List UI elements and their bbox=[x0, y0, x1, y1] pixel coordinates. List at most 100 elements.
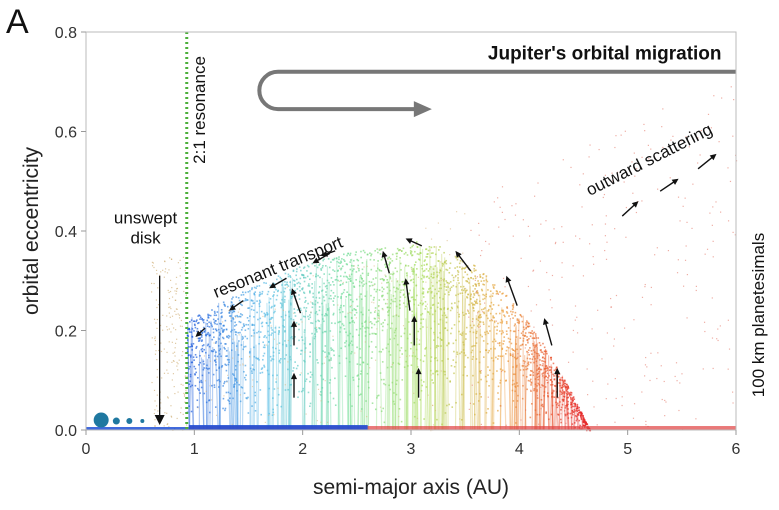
scatter-point bbox=[466, 374, 468, 377]
scatter-point bbox=[290, 344, 292, 347]
scatter-point bbox=[479, 276, 482, 278]
scatter-point bbox=[468, 312, 470, 314]
scatter-point bbox=[375, 346, 377, 348]
scatter-point bbox=[446, 377, 449, 380]
scatter-streak bbox=[521, 315, 524, 431]
scatter-point bbox=[512, 303, 515, 305]
scatter-point bbox=[199, 392, 201, 394]
scatter-point bbox=[266, 313, 269, 315]
scatter-point bbox=[420, 300, 423, 302]
scatter-point bbox=[160, 342, 162, 344]
scatter-point bbox=[378, 289, 381, 291]
scatter-point bbox=[433, 333, 435, 336]
scatter-point bbox=[407, 321, 410, 323]
scatter-point bbox=[411, 245, 413, 248]
scatter-point bbox=[272, 346, 274, 349]
scatter-point bbox=[278, 352, 281, 354]
scatter-point bbox=[475, 300, 478, 303]
scatter-point bbox=[576, 316, 578, 318]
scatter-point bbox=[485, 295, 487, 298]
scatter-point bbox=[611, 172, 613, 174]
scatter-point bbox=[232, 303, 235, 306]
scatter-point bbox=[368, 386, 370, 389]
scatter-point bbox=[508, 341, 511, 343]
scatter-point bbox=[382, 407, 385, 410]
scatter-point bbox=[210, 324, 213, 326]
scatter-point bbox=[480, 316, 482, 318]
scatter-point bbox=[495, 332, 498, 335]
scatter-point bbox=[266, 369, 269, 372]
scatter-point bbox=[211, 309, 213, 311]
scatter-point bbox=[493, 287, 495, 289]
scatter-point bbox=[218, 328, 220, 331]
scatter-point bbox=[328, 273, 331, 276]
scatter-streak bbox=[363, 290, 368, 431]
scatter-point bbox=[217, 345, 220, 347]
scatter-point bbox=[284, 329, 286, 332]
scatter-point bbox=[375, 277, 377, 279]
scatter-point bbox=[268, 387, 270, 390]
scatter-point bbox=[233, 384, 235, 386]
scatter-point bbox=[220, 323, 222, 325]
scatter-point bbox=[497, 392, 499, 394]
scatter-point bbox=[538, 366, 541, 369]
scatter-point bbox=[495, 312, 498, 315]
scatter-streak bbox=[524, 355, 527, 431]
scatter-point bbox=[378, 306, 380, 308]
scatter-point bbox=[266, 322, 268, 324]
scatter-point bbox=[511, 313, 513, 316]
scatter-point bbox=[315, 320, 317, 323]
scatter-point bbox=[613, 345, 615, 347]
scatter-point bbox=[656, 247, 658, 249]
scatter-point bbox=[364, 341, 366, 343]
scatter-point bbox=[429, 290, 431, 293]
scatter-point bbox=[346, 263, 349, 266]
scatter-point bbox=[214, 355, 216, 357]
scatter-point bbox=[411, 310, 413, 313]
scatter-point bbox=[371, 402, 374, 405]
scatter-point bbox=[551, 307, 553, 309]
scatter-point bbox=[480, 423, 482, 426]
scatter-point bbox=[452, 276, 455, 279]
scatter-point bbox=[523, 362, 525, 364]
scatter-point bbox=[553, 396, 556, 399]
scatter-point bbox=[214, 359, 216, 361]
scatter-point bbox=[456, 353, 459, 356]
scatter-streak bbox=[549, 382, 553, 431]
scatter-point bbox=[179, 412, 182, 414]
scatter-point bbox=[338, 256, 340, 258]
scatter-streak bbox=[187, 323, 190, 431]
scatter-point bbox=[153, 389, 156, 392]
scatter-point bbox=[632, 417, 635, 419]
scatter-point bbox=[612, 180, 614, 182]
scatter-point bbox=[298, 323, 300, 326]
scatter-point bbox=[317, 319, 319, 322]
scatter-point bbox=[482, 321, 485, 324]
scatter-point bbox=[175, 313, 177, 316]
scatter-point bbox=[231, 357, 234, 359]
scatter-point bbox=[536, 357, 539, 359]
scatter-point bbox=[582, 417, 585, 419]
scatter-point bbox=[166, 329, 169, 331]
disk-baseline bbox=[86, 427, 189, 431]
scatter-point bbox=[240, 303, 242, 306]
scatter-point bbox=[503, 340, 505, 342]
scatter-point bbox=[719, 325, 721, 327]
scatter-point bbox=[681, 373, 683, 375]
scatter-point bbox=[332, 313, 335, 316]
scatter-point bbox=[450, 302, 453, 305]
scatter-point bbox=[511, 355, 514, 358]
scatter-point bbox=[325, 294, 328, 296]
scatter-point bbox=[434, 253, 437, 256]
scatter-point bbox=[362, 285, 364, 287]
scatter-point bbox=[313, 337, 316, 340]
scatter-point bbox=[263, 366, 266, 368]
scatter-point bbox=[268, 301, 271, 304]
scatter-point bbox=[210, 322, 212, 325]
scatter-point bbox=[242, 291, 244, 294]
scatter-point bbox=[362, 313, 364, 316]
scatter-point bbox=[225, 364, 228, 367]
scatter-point bbox=[259, 389, 262, 391]
scatter-point bbox=[561, 384, 564, 387]
scatter-point bbox=[604, 174, 606, 176]
